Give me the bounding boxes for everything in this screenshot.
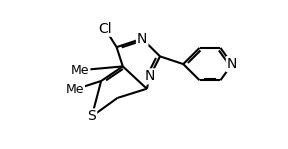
Text: Cl: Cl xyxy=(98,22,112,36)
Text: Me: Me xyxy=(65,83,84,96)
Text: Me: Me xyxy=(71,64,90,77)
Text: N: N xyxy=(227,57,237,71)
Text: N: N xyxy=(137,32,147,46)
Text: N: N xyxy=(145,69,155,83)
Text: S: S xyxy=(88,109,96,123)
